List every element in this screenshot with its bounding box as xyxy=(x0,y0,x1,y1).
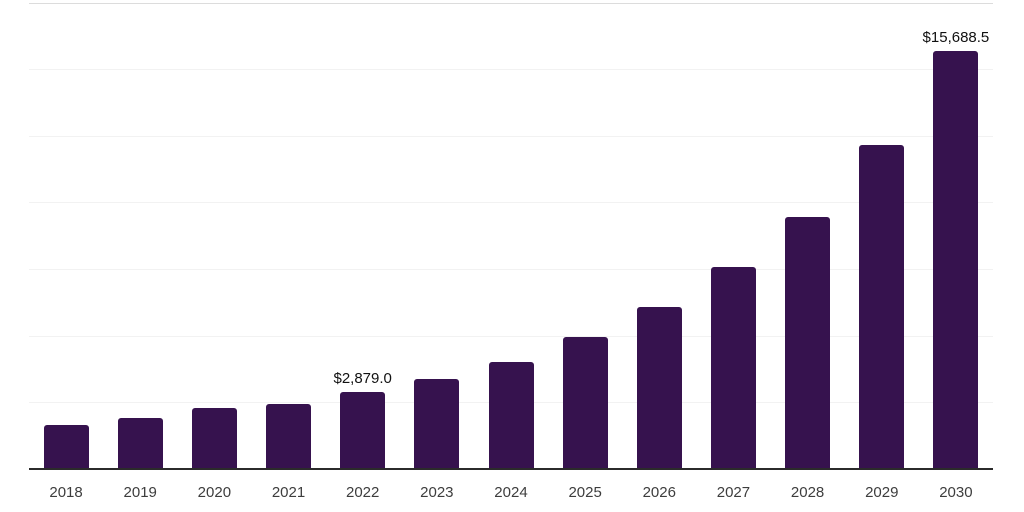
bar-2029[interactable] xyxy=(859,145,905,469)
bar-2030[interactable] xyxy=(933,50,979,469)
gridline xyxy=(29,269,993,271)
x-tick-label-2026: 2026 xyxy=(642,484,676,501)
bar-2018[interactable] xyxy=(43,424,89,469)
x-tick-label-2024: 2024 xyxy=(494,484,528,501)
gridline xyxy=(29,202,993,204)
bar-2027[interactable] xyxy=(710,267,756,469)
x-tick-label-2021: 2021 xyxy=(271,484,306,501)
x-axis-line xyxy=(29,468,993,470)
x-tick-label-2020: 2020 xyxy=(197,484,232,501)
bar-2019[interactable] xyxy=(117,417,163,469)
data-label-2022: $2,879.0 xyxy=(333,370,392,388)
x-tick-label-2030: 2030 xyxy=(939,484,973,501)
gridline xyxy=(29,2,993,4)
gridline xyxy=(29,335,993,337)
bar-2026[interactable] xyxy=(636,307,682,469)
x-tick-label-2018: 2018 xyxy=(49,484,83,501)
x-tick-label-2022: 2022 xyxy=(345,484,380,501)
bar-2020[interactable] xyxy=(191,408,237,469)
data-label-2030: $15,688.5 xyxy=(922,28,990,46)
x-tick-label-2029: 2029 xyxy=(865,484,899,501)
x-tick-label-2028: 2028 xyxy=(790,484,825,501)
bar-2024[interactable] xyxy=(488,361,534,469)
bar-2028[interactable] xyxy=(785,216,831,469)
x-tick-label-2025: 2025 xyxy=(568,484,602,501)
bar-2023[interactable] xyxy=(414,379,460,469)
x-tick-label-2019: 2019 xyxy=(123,484,157,501)
x-tick-label-2023: 2023 xyxy=(420,484,454,501)
gridline xyxy=(29,135,993,137)
bar-2021[interactable] xyxy=(266,404,312,469)
gridline xyxy=(29,69,993,71)
bar-2022[interactable] xyxy=(340,392,386,469)
x-tick-label-2027: 2027 xyxy=(716,484,751,501)
bar-2025[interactable] xyxy=(562,337,608,469)
